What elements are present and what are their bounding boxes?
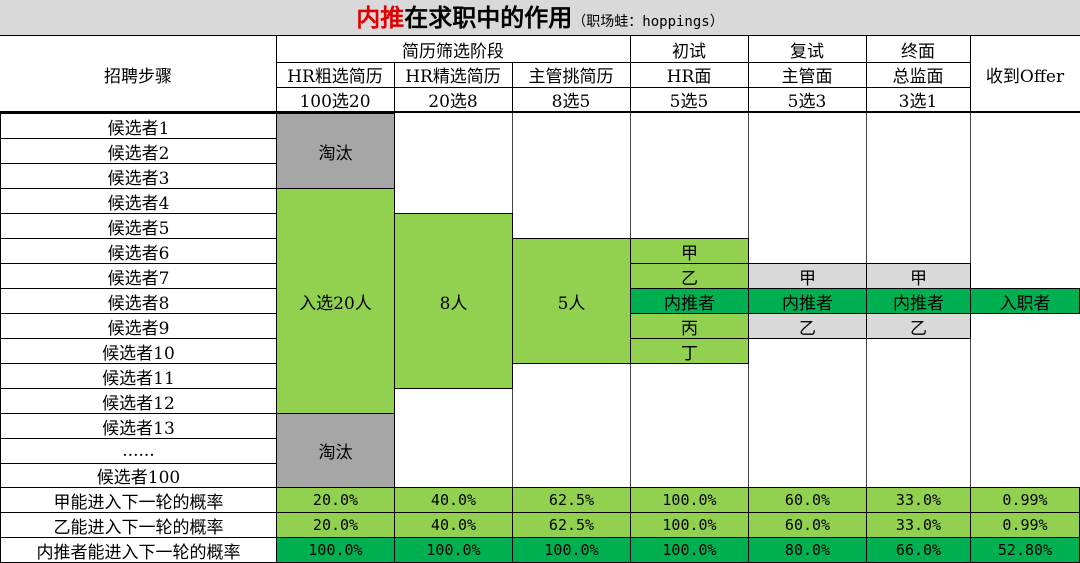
header-row-label: 招聘步骤 — [104, 66, 172, 87]
divider — [630, 36, 631, 111]
table-title: 内推在求职中的作用（职场蛙：hoppings） — [0, 0, 1080, 36]
divider — [970, 36, 971, 111]
candidate-row-label: 候选者7 — [0, 263, 277, 289]
divider — [394, 62, 395, 111]
candidate-row-label: 候选者1 — [0, 113, 277, 139]
probability-cell: 40.0% — [394, 512, 513, 538]
ratio-cell: 3选1 — [898, 91, 938, 112]
selected-8-block: 8人 — [394, 213, 513, 389]
candidate-row-label: 候选者12 — [0, 388, 277, 414]
title-main: 在求职中的作用 — [404, 3, 573, 32]
divider — [748, 36, 749, 111]
probability-row-label: 乙能进入下一轮的概率 — [0, 512, 277, 538]
probability-cell: 100.0% — [276, 537, 395, 563]
selected-20-block: 入选20人 — [276, 188, 395, 414]
probability-cell: 52.80% — [970, 537, 1080, 563]
group-first-interview: 初试 — [672, 42, 706, 62]
referral-cell: 内推者 — [866, 288, 971, 314]
column-header: HR精选简历 — [405, 67, 501, 87]
candidate-yi-cell: 乙 — [630, 263, 749, 289]
probability-cell: 80.0% — [748, 537, 867, 563]
ratio-cell: 5选5 — [669, 91, 709, 112]
candidate-row-label: 候选者4 — [0, 188, 277, 214]
referral-cell: 内推者 — [630, 288, 749, 314]
divider — [866, 36, 867, 111]
probability-cell: 100.0% — [630, 537, 749, 563]
probability-cell: 20.0% — [276, 487, 395, 513]
divider — [512, 62, 513, 111]
candidate-row-label: 候选者100 — [0, 463, 277, 488]
candidate-ding-cell: 丁 — [630, 338, 749, 364]
candidate-row-label: 候选者6 — [0, 238, 277, 264]
title-highlight: 内推 — [356, 3, 405, 32]
divider — [276, 87, 970, 88]
probability-cell: 100.0% — [630, 512, 749, 538]
candidate-row-label: 候选者13 — [0, 413, 277, 439]
probability-row-label: 内推者能进入下一轮的概率 — [0, 537, 277, 563]
divider — [0, 111, 1080, 113]
probability-cell: 100.0% — [512, 537, 631, 563]
column-header: HR粗选简历 — [287, 67, 383, 87]
group-screening: 简历筛选阶段 — [402, 42, 504, 62]
probability-cell: 33.0% — [866, 512, 971, 538]
group-final-interview: 终面 — [901, 42, 935, 62]
title-note: （职场蛙：hoppings） — [572, 14, 724, 30]
probability-cell: 100.0% — [630, 487, 749, 513]
probability-cell: 40.0% — [394, 487, 513, 513]
column-header: 主管挑简历 — [528, 67, 614, 87]
probability-cell: 20.0% — [276, 512, 395, 538]
candidate-row-label: 候选者11 — [0, 363, 277, 389]
hired-cell: 入职者 — [970, 288, 1080, 314]
column-header: 主管面 — [781, 67, 833, 87]
probability-cell: 62.5% — [512, 487, 631, 513]
probability-cell: 66.0% — [866, 537, 971, 563]
ratio-cell: 20选8 — [428, 91, 478, 112]
eliminated-block: 淘汰 — [276, 113, 395, 189]
ratio-cell: 100选20 — [299, 91, 371, 112]
candidate-row-label: 候选者9 — [0, 313, 277, 339]
candidate-bing-cell: 丙 — [630, 313, 749, 339]
candidate-row-label: 候选者8 — [0, 288, 277, 314]
column-header: 收到Offer — [985, 66, 1065, 87]
probability-cell: 0.99% — [970, 512, 1080, 538]
eliminated-block: 淘汰 — [276, 413, 395, 488]
column-header: HR面 — [666, 67, 712, 87]
referral-cell: 内推者 — [748, 288, 867, 314]
probability-cell: 60.0% — [748, 487, 867, 513]
candidate-row-label: 候选者5 — [0, 213, 277, 239]
candidate-jia-cell: 甲 — [630, 238, 749, 264]
candidate-row-label: ...... — [0, 438, 277, 464]
selected-5-block: 5人 — [512, 238, 631, 364]
candidate-row-label: 候选者3 — [0, 163, 277, 189]
candidate-row-label: 候选者2 — [0, 138, 277, 164]
ratio-cell: 5选3 — [787, 91, 827, 112]
probability-cell: 62.5% — [512, 512, 631, 538]
candidate-yi-cell: 乙 — [866, 313, 971, 339]
ratio-cell: 8选5 — [551, 91, 591, 112]
probability-cell: 100.0% — [394, 537, 513, 563]
candidate-jia-cell: 甲 — [748, 263, 867, 289]
probability-cell: 33.0% — [866, 487, 971, 513]
candidate-jia-cell: 甲 — [866, 263, 971, 289]
divider — [276, 62, 970, 63]
probability-cell: 60.0% — [748, 512, 867, 538]
candidate-yi-cell: 乙 — [748, 313, 867, 339]
candidate-row-label: 候选者10 — [0, 338, 277, 364]
probability-cell: 0.99% — [970, 487, 1080, 513]
probability-row-label: 甲能进入下一轮的概率 — [0, 487, 277, 513]
group-second-interview: 复试 — [790, 42, 824, 62]
column-header: 总监面 — [892, 67, 944, 87]
